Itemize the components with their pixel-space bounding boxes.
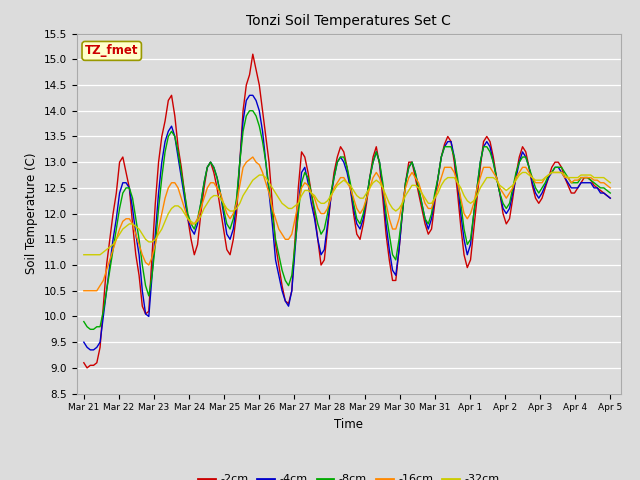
Legend: -2cm, -4cm, -8cm, -16cm, -32cm: -2cm, -4cm, -8cm, -16cm, -32cm: [194, 470, 504, 480]
Title: Tonzi Soil Temperatures Set C: Tonzi Soil Temperatures Set C: [246, 14, 451, 28]
Y-axis label: Soil Temperature (C): Soil Temperature (C): [25, 153, 38, 275]
X-axis label: Time: Time: [334, 418, 364, 431]
Text: TZ_fmet: TZ_fmet: [85, 44, 138, 58]
